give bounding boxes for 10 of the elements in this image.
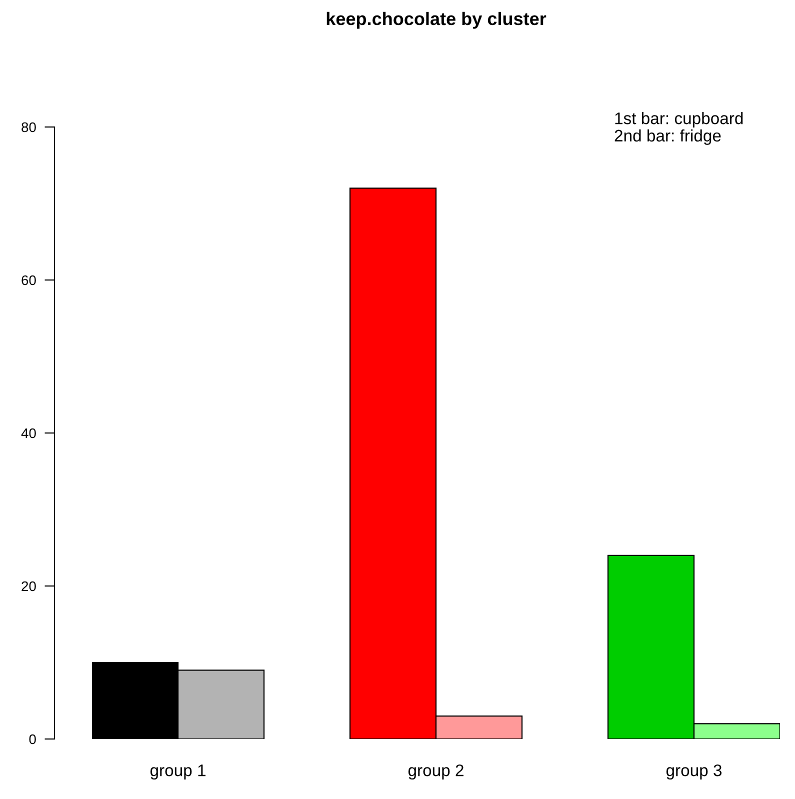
- x-tick-label: group 2: [408, 764, 464, 780]
- chart-title: keep.chocolate by cluster: [326, 12, 546, 29]
- y-tick-label: 40: [21, 428, 36, 438]
- y-tick-label: 20: [22, 581, 36, 592]
- annotation: 1st bar: cupboard 2nd bar: fridge: [614, 112, 743, 145]
- x-tick-label: group 1: [150, 764, 206, 780]
- y-tick-label: 0: [29, 734, 36, 744]
- y-tick-label: 60: [22, 275, 36, 286]
- x-tick-label: group 3: [666, 764, 722, 780]
- y-tick-label: 80: [22, 122, 36, 132]
